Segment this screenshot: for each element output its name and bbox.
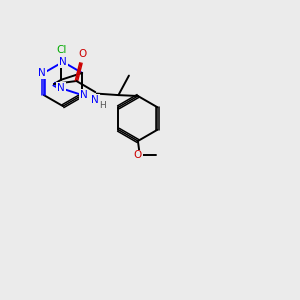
Text: O: O (134, 150, 142, 161)
Text: N: N (92, 95, 99, 105)
Text: H: H (99, 100, 106, 109)
Text: N: N (80, 90, 88, 100)
Text: N: N (59, 57, 67, 67)
Text: O: O (78, 49, 86, 59)
Text: Cl: Cl (56, 45, 66, 55)
Text: N: N (38, 68, 46, 78)
Text: N: N (57, 83, 65, 93)
